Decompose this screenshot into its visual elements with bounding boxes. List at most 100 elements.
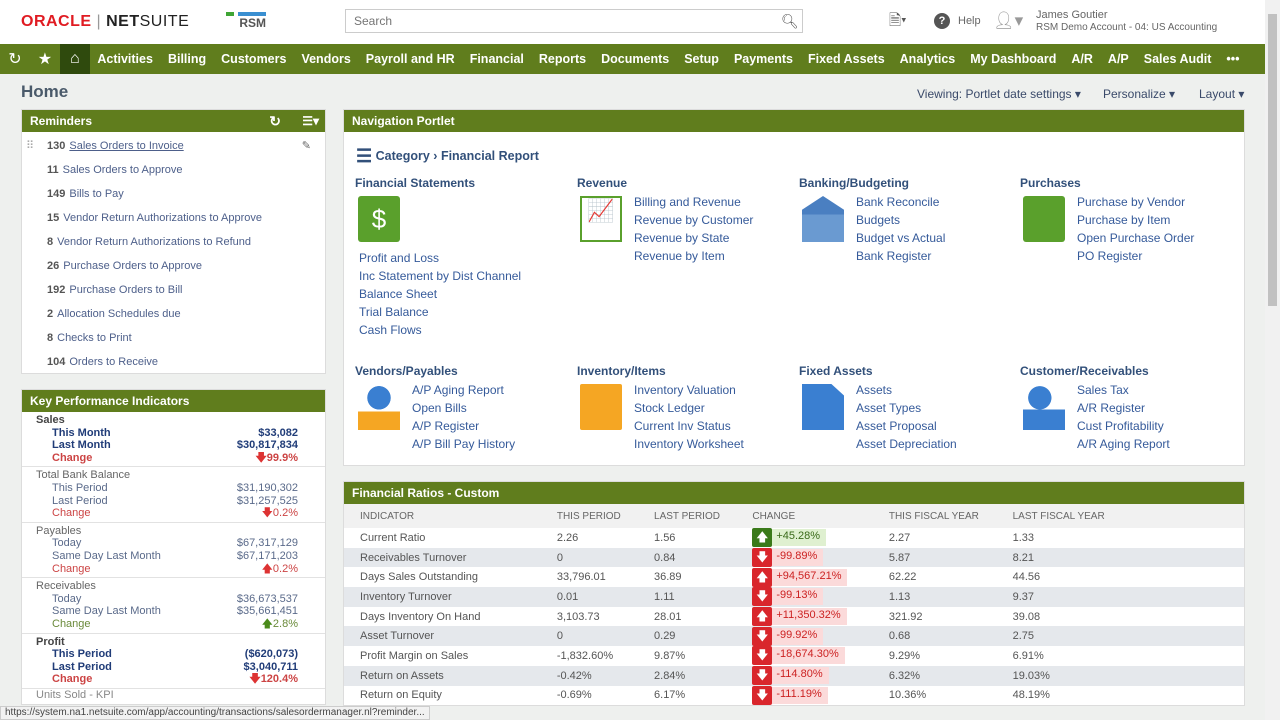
- nav-link[interactable]: Asset Depreciation: [856, 437, 957, 451]
- nav-item-a-p[interactable]: A/P: [1107, 52, 1129, 66]
- nav-link[interactable]: Purchase by Item: [1077, 213, 1171, 227]
- search-icon[interactable]: 🔍︎: [781, 13, 799, 29]
- nav-item-documents[interactable]: Documents: [601, 52, 670, 66]
- netsuite-logo[interactable]: ORACLE | NETSUITE: [21, 13, 190, 30]
- nav-link[interactable]: Open Bills: [412, 401, 467, 415]
- reminder-item[interactable]: ⠿ ✎ 130 Sales Orders to Invoice: [22, 134, 325, 158]
- nav-link[interactable]: Bank Register: [856, 249, 932, 263]
- reminder-link[interactable]: Bills to Pay: [69, 188, 124, 200]
- nav-item-customers[interactable]: Customers: [221, 52, 287, 66]
- nav-link[interactable]: A/R Aging Report: [1077, 437, 1170, 451]
- nav-link[interactable]: Revenue by Customer: [634, 213, 754, 227]
- nav-item-analytics[interactable]: Analytics: [899, 52, 956, 66]
- kpi-value[interactable]: $3,040,711: [243, 660, 298, 673]
- nav-item-billing[interactable]: Billing: [167, 52, 207, 66]
- reminder-item[interactable]: 2 Allocation Schedules due: [22, 302, 325, 326]
- drag-handle-icon[interactable]: ⠿: [26, 140, 35, 152]
- nav-link[interactable]: Asset Types: [856, 401, 922, 415]
- reminder-link[interactable]: Checks to Print: [57, 332, 132, 344]
- nav-link[interactable]: Open Purchase Order: [1077, 231, 1195, 245]
- hamburger-icon[interactable]: ☰: [356, 146, 373, 166]
- reminder-item[interactable]: 8 Checks to Print: [22, 326, 325, 350]
- recent-records-icon[interactable]: ↻: [8, 51, 22, 68]
- reminder-link[interactable]: Orders to Receive: [69, 356, 159, 368]
- reminder-link[interactable]: Sales Orders to Invoice: [69, 140, 184, 152]
- kpi-value[interactable]: $67,317,129: [236, 537, 298, 550]
- edit-pencil-icon[interactable]: ✎: [301, 140, 311, 152]
- nav-link[interactable]: Inc Statement by Dist Channel: [359, 269, 522, 283]
- kpi-value[interactable]: $30,817,834: [236, 439, 298, 452]
- create-new-icon[interactable]: 🗎︎▾: [889, 12, 907, 29]
- user-account[interactable]: RSM Demo Account - 04: US Accounting: [1036, 22, 1218, 33]
- nav-link[interactable]: Revenue by Item: [634, 249, 725, 263]
- nav-item-fixed-assets[interactable]: Fixed Assets: [808, 52, 885, 66]
- nav-item-reports[interactable]: Reports: [538, 52, 587, 66]
- nav-link[interactable]: Assets: [856, 383, 893, 397]
- reminder-item[interactable]: 26 Purchase Orders to Approve: [22, 254, 325, 278]
- kpi-value[interactable]: $31,257,525: [236, 494, 298, 507]
- nav-link[interactable]: Cust Profitability: [1077, 419, 1164, 433]
- nav-link[interactable]: Cash Flows: [359, 323, 422, 337]
- reminder-link[interactable]: Vendor Return Authorizations to Approve: [63, 212, 262, 224]
- reminder-link[interactable]: Purchase Orders to Bill: [69, 284, 183, 296]
- nav-link[interactable]: A/P Aging Report: [412, 383, 504, 397]
- nav-link[interactable]: Current Inv Status: [634, 419, 731, 433]
- kpi-value[interactable]: ($620,073): [244, 648, 298, 661]
- nav-link[interactable]: Bank Reconcile: [856, 195, 940, 209]
- reminder-item[interactable]: 15 Vendor Return Authorizations to Approv…: [22, 206, 325, 230]
- personalize-dropdown[interactable]: Personalize ▾: [1103, 87, 1176, 101]
- nav-item-payments[interactable]: Payments: [733, 52, 793, 66]
- home-icon[interactable]: ⌂: [59, 44, 90, 74]
- kpi-value[interactable]: $35,661,451: [236, 605, 298, 618]
- column-header[interactable]: LAST PERIOD: [654, 504, 753, 528]
- nav-link[interactable]: Revenue by State: [634, 231, 730, 245]
- reminder-item[interactable]: 149 Bills to Pay: [22, 182, 325, 206]
- layout-dropdown[interactable]: Layout ▾: [1199, 87, 1245, 101]
- nav-link[interactable]: A/R Register: [1077, 401, 1146, 415]
- reminder-link[interactable]: Allocation Schedules due: [57, 308, 181, 320]
- nav-link[interactable]: Sales Tax: [1077, 383, 1129, 397]
- nav-item-a-r[interactable]: A/R: [1071, 52, 1093, 66]
- scrollbar-thumb[interactable]: [1268, 14, 1277, 306]
- kpi-value[interactable]: $67,171,203: [236, 549, 298, 562]
- help-link[interactable]: Help: [958, 15, 981, 27]
- column-header[interactable]: INDICATOR: [344, 504, 557, 528]
- user-avatar-icon[interactable]: 👤︎▾: [993, 11, 1024, 30]
- nav-link[interactable]: Inventory Worksheet: [634, 437, 744, 451]
- nav-item-activities[interactable]: Activities: [97, 52, 153, 66]
- column-header[interactable]: THIS PERIOD: [556, 504, 655, 528]
- breadcrumb-category[interactable]: Category: [375, 149, 430, 163]
- nav-link[interactable]: Billing and Revenue: [634, 195, 741, 209]
- reminder-link[interactable]: Purchase Orders to Approve: [63, 260, 203, 272]
- kpi-value[interactable]: $31,190,302: [236, 481, 298, 494]
- nav-item-setup[interactable]: Setup: [684, 52, 719, 66]
- more-menu-button[interactable]: •••: [1226, 52, 1240, 66]
- help-icon[interactable]: ?: [934, 13, 950, 29]
- nav-item-payroll-and-hr[interactable]: Payroll and HR: [365, 52, 455, 66]
- kpi-value[interactable]: $33,082: [258, 426, 298, 439]
- nav-link[interactable]: PO Register: [1077, 249, 1143, 263]
- favorites-star-icon[interactable]: ★: [37, 51, 53, 68]
- portlet-menu-icon[interactable]: ☰▾: [302, 114, 319, 128]
- nav-link[interactable]: Trial Balance: [359, 305, 429, 319]
- reminder-item[interactable]: 11 Sales Orders to Approve: [22, 158, 325, 182]
- nav-item-my-dashboard[interactable]: My Dashboard: [970, 52, 1057, 66]
- nav-link[interactable]: Stock Ledger: [634, 401, 705, 415]
- nav-link[interactable]: Inventory Valuation: [634, 383, 736, 397]
- search-input[interactable]: [345, 9, 803, 33]
- nav-link[interactable]: Profit and Loss: [359, 251, 440, 265]
- viewing-dropdown[interactable]: Viewing: Portlet date settings ▾: [917, 87, 1081, 101]
- reminder-link[interactable]: Sales Orders to Approve: [62, 164, 183, 176]
- nav-link[interactable]: Asset Proposal: [856, 419, 937, 433]
- nav-link[interactable]: Budget vs Actual: [856, 231, 946, 245]
- page-scrollbar[interactable]: [1265, 0, 1280, 720]
- reminder-item[interactable]: 192 Purchase Orders to Bill: [22, 278, 325, 302]
- nav-item-vendors[interactable]: Vendors: [301, 52, 351, 66]
- reminder-item[interactable]: 8 Vendor Return Authorizations to Refund: [22, 230, 325, 254]
- refresh-icon[interactable]: ↻: [269, 113, 281, 129]
- nav-link[interactable]: Purchase by Vendor: [1077, 195, 1186, 209]
- reminder-link[interactable]: Vendor Return Authorizations to Refund: [57, 236, 251, 248]
- column-header[interactable]: CHANGE: [752, 504, 889, 528]
- user-name[interactable]: James Goutier: [1036, 9, 1108, 21]
- column-header[interactable]: THIS FISCAL YEAR: [888, 504, 1013, 528]
